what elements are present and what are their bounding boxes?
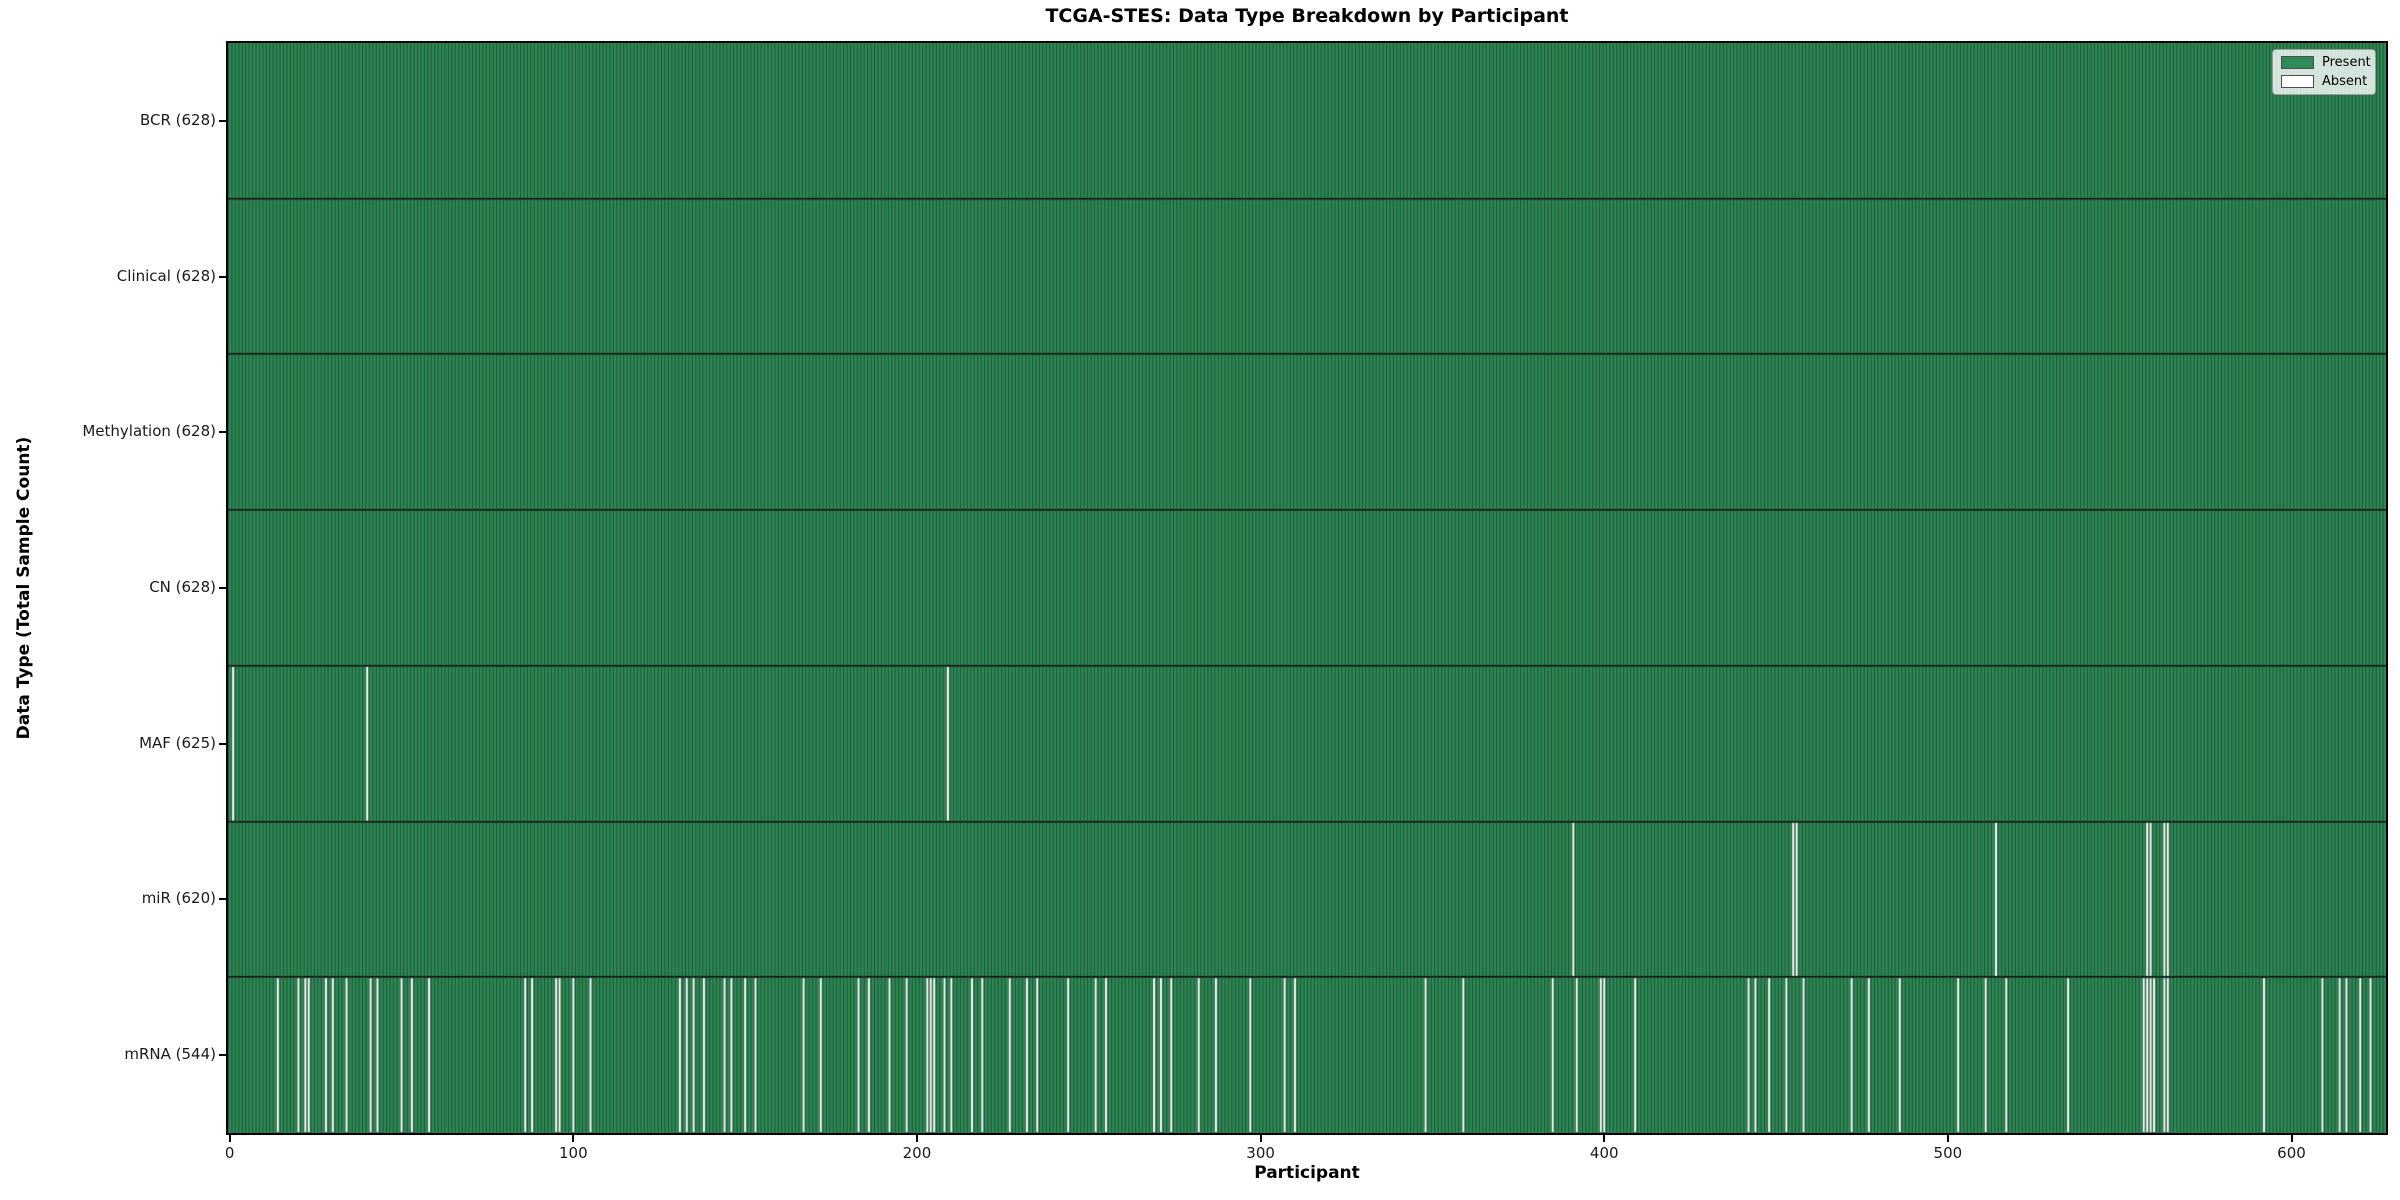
y-tick-mark: [219, 1054, 226, 1057]
legend-label-absent: Absent: [2322, 74, 2368, 89]
plot-area: [226, 41, 2388, 1135]
y-tick-label-Clinical: Clinical (628): [116, 266, 216, 285]
legend-item-present: Present: [2281, 56, 2371, 69]
x-tick-label-100: 100: [559, 1144, 588, 1162]
legend-item-absent: Absent: [2281, 75, 2367, 88]
legend: Present Absent: [2272, 49, 2376, 95]
x-tick-label-300: 300: [1246, 1144, 1275, 1162]
legend-swatch-present-icon: [2281, 56, 2314, 69]
y-tick-mark: [219, 119, 226, 122]
y-tick-mark: [219, 742, 226, 745]
y-tick-mark: [219, 898, 226, 901]
y-tick-label-MAF: MAF (625): [139, 733, 216, 752]
x-tick-label-200: 200: [902, 1144, 932, 1162]
x-tick-label-500: 500: [1933, 1144, 1963, 1162]
x-tick-mark: [228, 1135, 231, 1142]
x-tick-mark: [915, 1135, 918, 1142]
x-tick-label-0: 0: [224, 1144, 235, 1162]
x-tick-mark: [1603, 1135, 1606, 1142]
x-tick-label-600: 600: [2277, 1144, 2306, 1162]
x-tick-mark: [1259, 1135, 1262, 1142]
y-tick-label-BCR: BCR (628): [139, 110, 216, 129]
y-tick-mark: [219, 275, 226, 278]
y-tick-mark: [219, 587, 226, 589]
y-tick-mark: [219, 431, 226, 434]
y-tick-label-CN: CN (628): [149, 578, 216, 596]
x-tick-mark: [2290, 1135, 2293, 1142]
y-tick-label-Methylation: Methylation (628): [82, 422, 216, 441]
chart-title: TCGA-STES: Data Type Breakdown by Partic…: [1045, 5, 1569, 27]
x-tick-mark: [572, 1135, 575, 1142]
y-tick-label-mRNA: mRNA (544): [124, 1045, 216, 1064]
y-tick-label-miR: miR (620): [141, 889, 216, 908]
x-tick-mark: [1946, 1135, 1949, 1142]
legend-label-present: Present: [2322, 55, 2371, 70]
legend-swatch-absent-icon: [2281, 75, 2314, 88]
heatmap-canvas: [228, 43, 2386, 1133]
x-tick-label-400: 400: [1589, 1144, 1619, 1162]
x-axis-label: Participant: [1254, 1163, 1360, 1183]
